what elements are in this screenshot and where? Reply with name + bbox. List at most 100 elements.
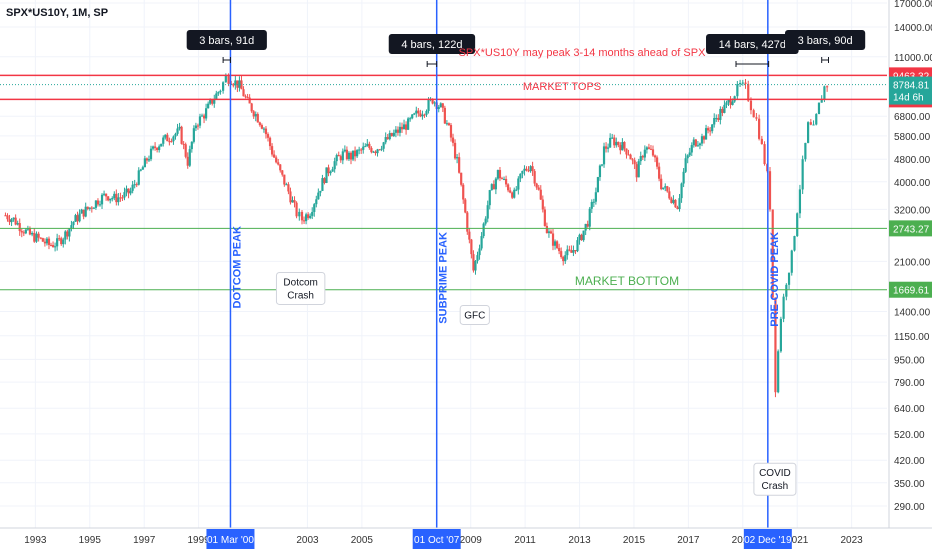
candle-down: [468, 227, 471, 244]
candle-body: [209, 99, 212, 104]
candle-down: [156, 147, 159, 153]
candle-body: [771, 209, 774, 298]
candle-body: [760, 138, 763, 145]
candle-body: [291, 200, 294, 203]
candle-body: [323, 178, 326, 183]
candle-down: [458, 152, 461, 174]
candle-down: [244, 94, 247, 99]
candle-body: [651, 149, 655, 156]
candle-body: [43, 241, 46, 244]
candle-up: [111, 196, 114, 202]
measure-label: 3 bars, 91d: [199, 35, 254, 47]
candle-up: [738, 79, 742, 88]
candle-up: [421, 110, 424, 120]
candle-body: [92, 207, 95, 209]
candle-up: [56, 233, 59, 251]
candle-body: [617, 141, 620, 146]
candle-down: [378, 149, 381, 151]
candle-down: [258, 121, 261, 127]
candle-up: [321, 174, 324, 191]
candle-down: [492, 180, 495, 190]
candle-down: [107, 196, 110, 202]
candle-body: [711, 124, 714, 132]
candle-down: [287, 182, 290, 195]
x-tick-label: 2017: [677, 535, 700, 546]
candle-body: [823, 86, 826, 100]
candle-body: [293, 200, 296, 203]
measure-label: 4 bars, 122d: [401, 39, 462, 51]
candle-body: [525, 168, 528, 171]
candle-up: [484, 216, 487, 226]
candle-body: [660, 178, 663, 190]
candle-up: [547, 228, 551, 238]
date-tag-label: 01 Mar '00: [207, 535, 254, 546]
candle-up: [600, 164, 604, 167]
candle-body: [39, 237, 42, 239]
candle-down: [240, 75, 243, 90]
candle-up: [364, 143, 367, 148]
candle-up: [609, 133, 612, 148]
candle-down: [270, 143, 274, 157]
candle-up: [137, 167, 140, 186]
candle-body: [456, 157, 459, 159]
candle-up: [523, 165, 526, 176]
candle-body: [80, 209, 83, 214]
candle-up: [719, 106, 722, 125]
candle-down: [504, 175, 508, 188]
candle-body: [384, 137, 387, 143]
candle-down: [168, 137, 171, 146]
candle-body: [437, 107, 440, 110]
candle-down: [337, 151, 340, 157]
candle-body: [755, 117, 758, 119]
candle-body: [198, 116, 202, 126]
candle-body: [304, 214, 308, 222]
candle-body: [41, 238, 44, 242]
price-tag-label: 2743.27: [893, 224, 930, 235]
candle-body: [382, 142, 385, 149]
candle-body: [86, 206, 89, 209]
candle-down: [623, 141, 626, 152]
candle-body: [14, 217, 17, 225]
candle-body: [277, 162, 280, 165]
candle-body: [641, 156, 644, 158]
candle-body: [213, 99, 216, 104]
candle-body: [812, 124, 815, 126]
candle-up: [133, 179, 136, 189]
candle-down: [676, 205, 679, 210]
candle-up: [637, 158, 640, 178]
candle-up: [787, 272, 791, 290]
candle-down: [670, 196, 673, 204]
candle-body: [458, 157, 461, 173]
candle-up: [304, 212, 308, 225]
candle-up: [480, 232, 483, 251]
candle-down: [558, 243, 561, 255]
candle-up: [141, 165, 144, 170]
candle-body: [96, 200, 100, 205]
candle-up: [64, 230, 67, 245]
candle-body: [188, 149, 191, 166]
candle-body: [31, 232, 34, 235]
candle-body: [270, 146, 274, 155]
candle-up: [117, 193, 120, 206]
candle-body: [529, 166, 532, 172]
candle-down: [625, 148, 628, 159]
candle-up: [362, 142, 365, 154]
candle-up: [494, 177, 497, 195]
candle-down: [460, 172, 463, 187]
candle-up: [92, 207, 95, 209]
candle-body: [421, 114, 424, 117]
candle-down: [535, 182, 538, 190]
candle-up: [343, 145, 346, 153]
candle-up: [437, 105, 440, 113]
candle-body: [74, 215, 77, 222]
candle-up: [482, 222, 485, 239]
candle-body: [741, 82, 744, 84]
candle-up: [715, 114, 718, 122]
candle-body: [335, 155, 338, 162]
candle-up: [131, 180, 134, 194]
candle-down: [543, 206, 546, 227]
candle-body: [815, 114, 818, 125]
candle-body: [300, 211, 304, 221]
candle-body: [202, 115, 206, 119]
